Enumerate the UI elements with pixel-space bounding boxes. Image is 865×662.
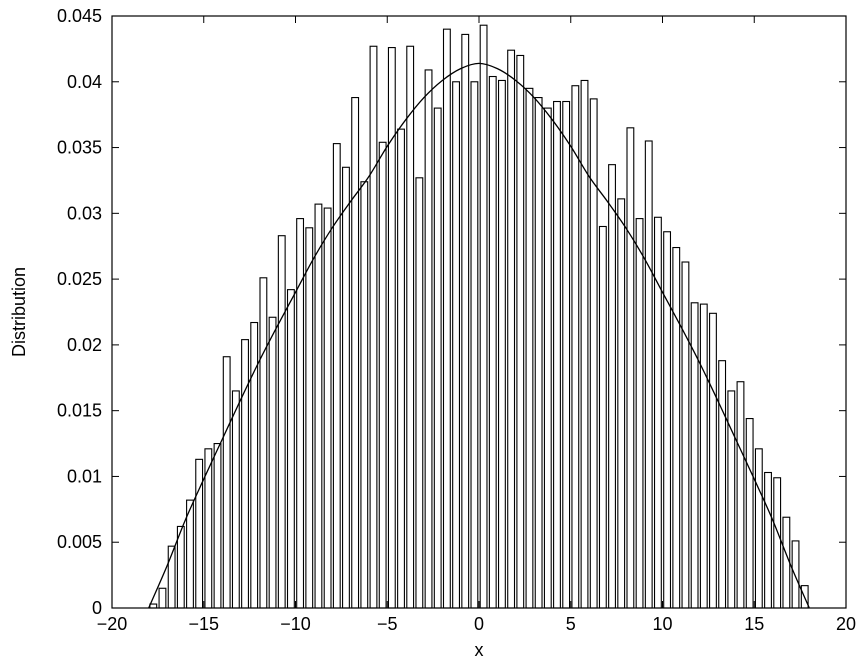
histogram-bar	[442, 28, 451, 609]
histogram-bar	[406, 45, 415, 609]
histogram-bar	[433, 107, 442, 609]
histogram-bar	[507, 49, 516, 609]
histogram-bar	[488, 75, 497, 609]
x-tick-label: −10	[280, 614, 311, 634]
histogram-bar	[653, 216, 662, 609]
x-tick-label: 10	[652, 614, 672, 634]
x-tick-label: 0	[474, 614, 484, 634]
histogram-bar	[378, 141, 387, 609]
histogram-bar	[213, 443, 222, 609]
histogram-bar	[681, 261, 690, 609]
histogram-bar	[397, 128, 405, 609]
histogram-bar	[195, 458, 204, 609]
x-tick-label: −20	[97, 614, 128, 634]
histogram-bar	[525, 87, 534, 609]
histogram-bar	[387, 47, 396, 609]
histogram-bar	[323, 207, 332, 609]
y-axis-ticks: 0 0.005 0.01 0.015 0.02 0.025 0.03 0.035 0.04 0.0…	[57, 6, 846, 618]
histogram-bar	[782, 516, 791, 609]
y-tick-label: 0	[92, 598, 102, 618]
histogram-bar	[452, 81, 460, 609]
histogram-bar	[479, 24, 488, 609]
histogram-bar	[241, 339, 249, 609]
histogram-bar	[617, 198, 626, 609]
histogram-bar	[351, 97, 360, 609]
x-tick-label: −5	[377, 614, 398, 634]
histogram-bar	[745, 418, 754, 609]
histogram-bar	[773, 477, 782, 609]
histogram-bar	[663, 231, 672, 609]
histogram-bar	[305, 227, 314, 609]
histogram-bar	[608, 164, 616, 609]
histogram-bar	[415, 177, 424, 609]
histogram-bar	[268, 316, 277, 609]
y-tick-label: 0.02	[67, 335, 102, 355]
histogram-bar	[736, 381, 745, 609]
histogram-bars	[149, 24, 809, 609]
histogram-bar	[286, 289, 295, 609]
histogram-bar	[571, 85, 580, 609]
y-tick-label: 0.015	[57, 401, 102, 421]
histogram-bar	[461, 33, 470, 609]
histogram-bar	[231, 390, 240, 609]
histogram-bar	[534, 97, 543, 609]
plot-area	[112, 16, 846, 608]
histogram-bar	[598, 225, 607, 609]
histogram-bar	[296, 218, 305, 609]
histogram-bar	[764, 471, 772, 609]
histogram-bar	[644, 140, 653, 609]
histogram-bar	[580, 79, 589, 609]
y-tick-label: 0.04	[67, 72, 102, 92]
y-tick-label: 0.045	[57, 6, 102, 26]
histogram-bar	[754, 448, 763, 609]
histogram-bar	[204, 448, 213, 609]
histogram-bar	[259, 277, 268, 609]
y-tick-label: 0.005	[57, 532, 102, 552]
histogram-bar	[342, 166, 350, 609]
histogram-bar	[709, 312, 717, 609]
y-tick-label: 0.03	[67, 203, 102, 223]
histogram-bar	[718, 360, 727, 609]
histogram-bar	[158, 587, 167, 609]
y-tick-label: 0.01	[67, 466, 102, 486]
histogram-bar	[360, 181, 369, 609]
y-tick-label: 0.035	[57, 138, 102, 158]
histogram-bar	[470, 81, 479, 609]
x-tick-label: 15	[744, 614, 764, 634]
x-tick-label: −15	[188, 614, 219, 634]
fitted-curve-line	[148, 62, 810, 609]
histogram-bar	[553, 100, 561, 609]
y-axis-label: Distribution	[9, 267, 29, 357]
histogram-bar	[589, 98, 598, 609]
x-axis-ticks: −20 −15 −10 −5 0 5 10 15 20	[97, 16, 856, 634]
histogram-bar	[497, 79, 506, 609]
histogram-bar	[332, 143, 341, 609]
x-tick-label: 5	[566, 614, 576, 634]
histogram-bar	[277, 235, 286, 609]
histogram-bar	[699, 303, 708, 609]
x-axis-label: x	[475, 640, 484, 660]
histogram-bar	[369, 45, 378, 609]
histogram-bar	[626, 127, 635, 609]
histogram-bar	[516, 54, 525, 609]
histogram-bar	[424, 69, 433, 609]
histogram-bar	[543, 107, 552, 609]
histogram-bar	[672, 246, 681, 609]
x-tick-label: 20	[836, 614, 856, 634]
y-tick-label: 0.025	[57, 269, 102, 289]
histogram-bar	[791, 540, 800, 609]
histogram-bar	[562, 100, 571, 609]
histogram-bar	[314, 203, 323, 609]
histogram-bar	[635, 218, 644, 609]
histogram-bar	[222, 356, 231, 609]
